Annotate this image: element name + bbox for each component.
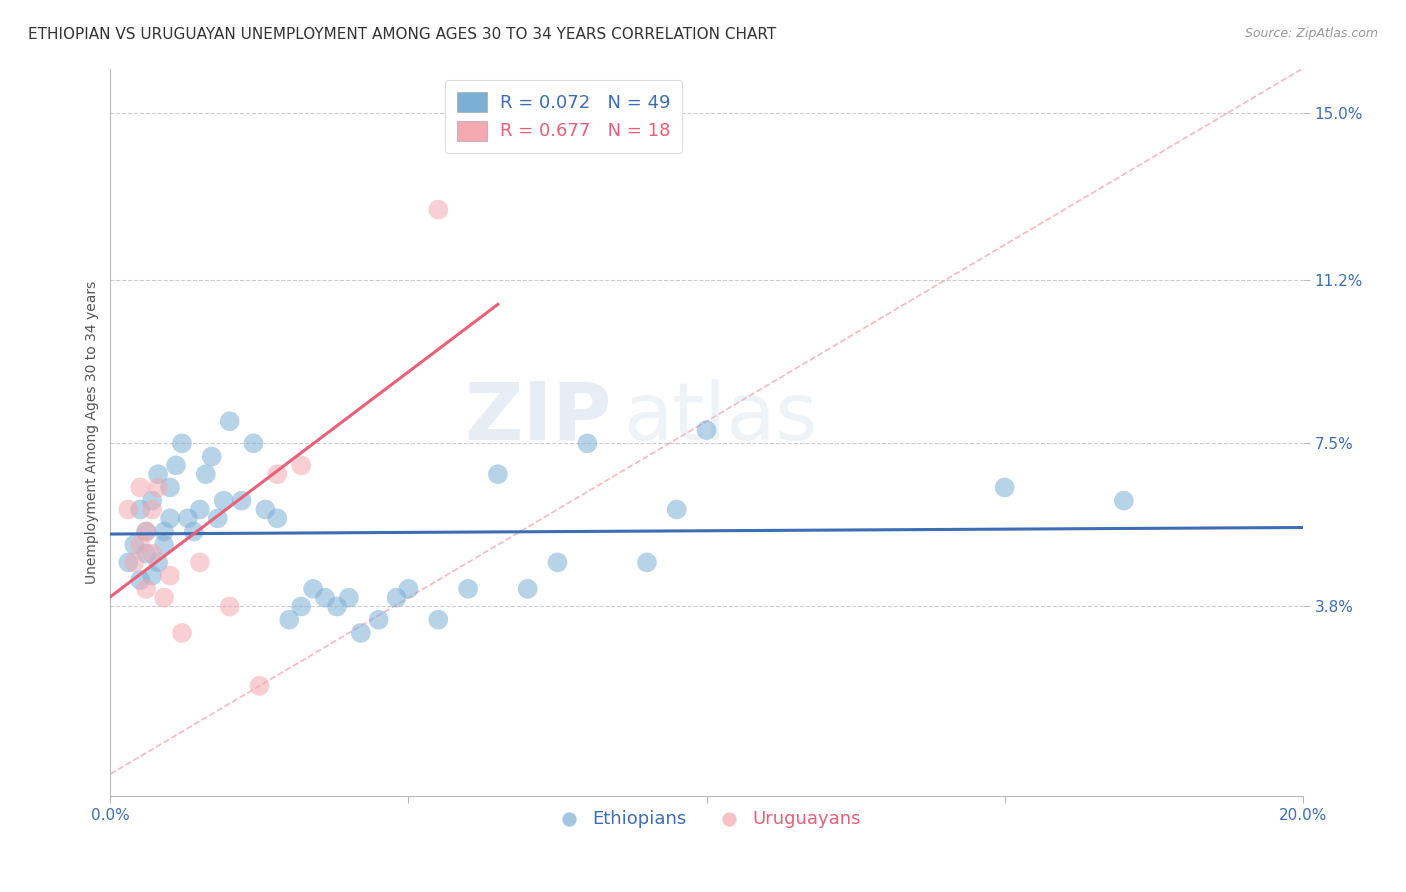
Point (278, 613, 301, 627)
Point (665, 502, 688, 516)
Point (212, 493, 235, 508)
Point (457, 582, 479, 596)
Point (141, 568, 163, 582)
Point (129, 502, 152, 516)
Text: ETHIOPIAN VS URUGUAYAN UNEMPLOYMENT AMONG AGES 30 TO 34 YEARS CORRELATION CHART: ETHIOPIAN VS URUGUAYAN UNEMPLOYMENT AMON… (28, 27, 776, 42)
Point (135, 524, 157, 539)
Text: ZIP: ZIP (464, 379, 612, 457)
Point (486, 467, 509, 482)
Point (135, 582, 157, 596)
Point (266, 511, 288, 525)
Point (302, 582, 325, 596)
Point (117, 555, 139, 569)
Point (146, 555, 169, 569)
Point (231, 493, 253, 508)
Point (547, 555, 569, 569)
Point (122, 538, 145, 552)
Point (165, 458, 187, 473)
Point (385, 591, 408, 605)
Point (337, 591, 360, 605)
Point (135, 524, 157, 539)
Point (290, 458, 312, 473)
Point (159, 480, 181, 494)
Point (350, 626, 373, 640)
Point (994, 480, 1017, 494)
Text: atlas: atlas (623, 379, 817, 457)
Point (326, 599, 349, 614)
Point (207, 511, 229, 525)
Point (398, 582, 420, 596)
Text: Source: ZipAtlas.com: Source: ZipAtlas.com (1244, 27, 1378, 40)
Point (516, 582, 538, 596)
Point (159, 511, 181, 525)
Point (367, 613, 389, 627)
Point (129, 538, 152, 552)
Point (122, 555, 145, 569)
Point (218, 599, 240, 614)
Point (576, 436, 599, 450)
Y-axis label: Unemployment Among Ages 30 to 34 years: Unemployment Among Ages 30 to 34 years (86, 281, 100, 584)
Point (201, 450, 224, 464)
Point (117, 502, 139, 516)
Point (170, 436, 193, 450)
Point (153, 524, 176, 539)
Point (177, 511, 200, 525)
Point (249, 679, 271, 693)
Point (218, 414, 240, 428)
Point (266, 467, 288, 482)
Point (1112, 493, 1135, 508)
Point (290, 599, 312, 614)
Point (141, 547, 163, 561)
Point (141, 502, 163, 516)
Point (135, 547, 157, 561)
Point (153, 591, 176, 605)
Point (427, 202, 450, 217)
Point (146, 467, 169, 482)
Point (636, 555, 658, 569)
Point (170, 626, 193, 640)
Point (153, 538, 176, 552)
Point (188, 502, 211, 516)
Point (194, 467, 217, 482)
Point (427, 613, 450, 627)
Point (183, 524, 205, 539)
Point (696, 423, 718, 437)
Point (159, 568, 181, 582)
Point (141, 493, 163, 508)
Point (242, 436, 264, 450)
Point (314, 591, 336, 605)
Point (188, 555, 211, 569)
Legend: Ethiopians, Uruguayans: Ethiopians, Uruguayans (546, 804, 868, 835)
Point (254, 502, 277, 516)
Point (129, 573, 152, 587)
Point (146, 480, 169, 494)
Point (129, 480, 152, 494)
